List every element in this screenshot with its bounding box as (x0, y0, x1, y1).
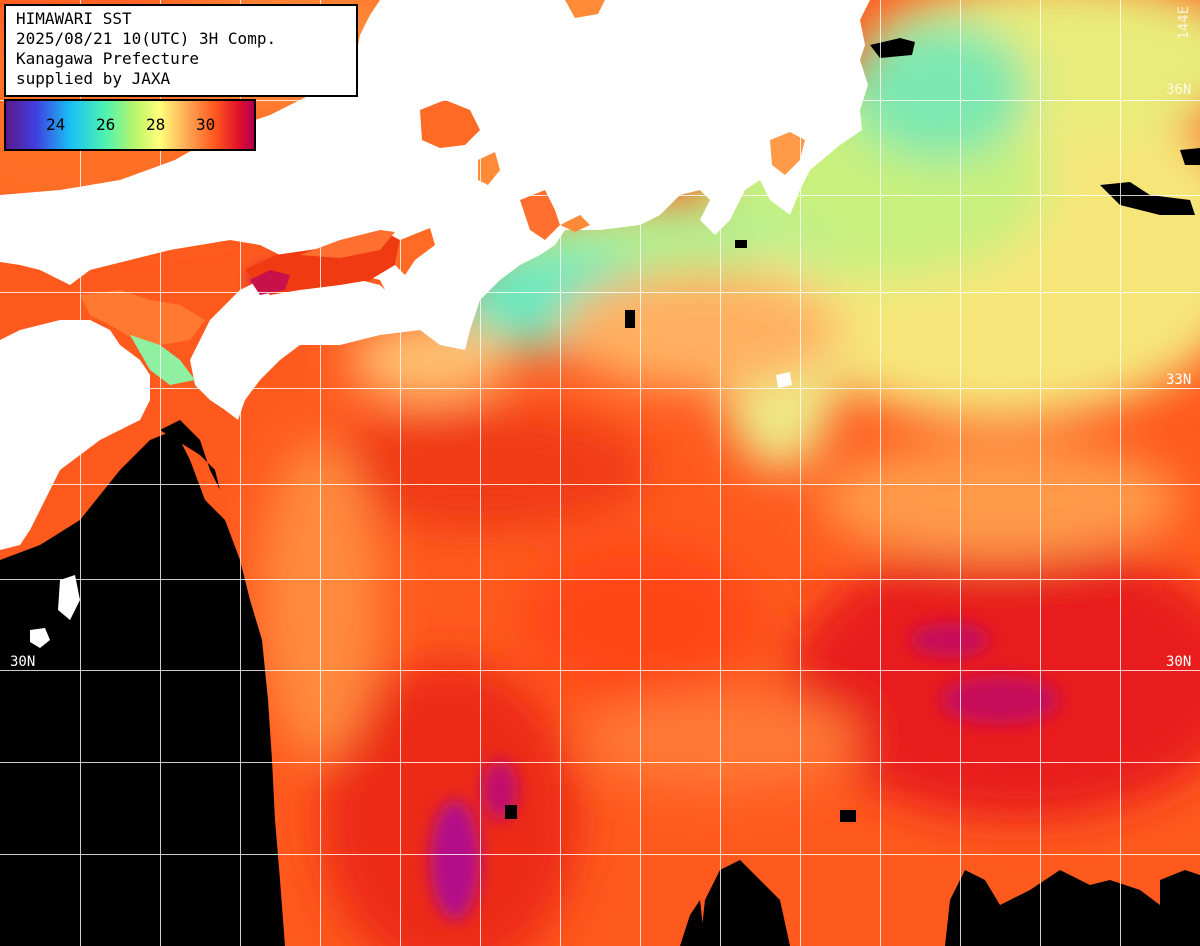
title-line-2: 2025/08/21 10(UTC) 3H Comp. (16, 29, 277, 48)
legend-tick-24: 24 (46, 115, 66, 134)
lat-label-30n-west: 30N (10, 654, 36, 670)
title-line-4: supplied by JAXA (16, 69, 171, 88)
legend-tick-28: 28 (146, 115, 166, 134)
cloud-mask (0, 38, 1200, 946)
lat-label-30n-east: 30N (1166, 654, 1192, 670)
lat-label-36n: 36N (1166, 82, 1192, 98)
title-line-1: HIMAWARI SST (16, 9, 132, 28)
land (0, 0, 870, 648)
lon-label-138e: 138E (484, 6, 500, 40)
title-line-3: Kanagawa Prefecture (16, 49, 200, 68)
title-box: HIMAWARI SST 2025/08/21 10(UTC) 3H Comp.… (4, 4, 358, 97)
inland-seas (80, 0, 805, 385)
lon-label-144e: 144E (1176, 6, 1192, 40)
sst-color-legend: 24 26 28 30 (4, 99, 256, 151)
legend-tick-26: 26 (96, 115, 116, 134)
lat-label-33n: 33N (1166, 372, 1192, 388)
legend-tick-30: 30 (196, 115, 216, 134)
